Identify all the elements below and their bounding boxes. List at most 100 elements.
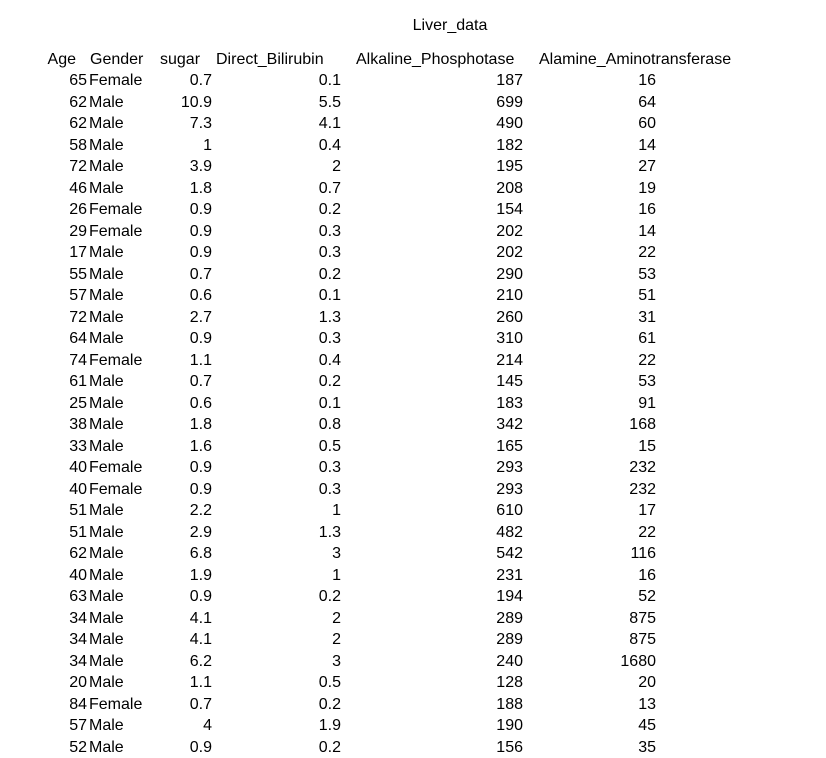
cell-gender: Female [88,479,150,501]
cell-sugar: 0.7 [150,264,213,286]
cell-age: 72 [0,307,88,329]
cell-gender: Male [88,715,150,737]
cell-alamine-aminotransferase: 116 [524,543,742,565]
cell-sugar: 7.3 [150,113,213,135]
cell-gender: Male [88,500,150,522]
cell-direct-bilirubin: 0.3 [213,328,342,350]
cell-age: 84 [0,694,88,716]
cell-alamine-aminotransferase: 45 [524,715,742,737]
cell-alkaline-phosphotase: 190 [342,715,524,737]
cell-alamine-aminotransferase: 14 [524,135,742,157]
cell-alamine-aminotransferase: 875 [524,608,742,630]
cell-alamine-aminotransferase: 14 [524,221,742,243]
column-header-alamine-aminotransferase: Alamine_Aminotransferase [524,49,742,70]
document-title: Liver_data [0,16,826,36]
cell-alamine-aminotransferase: 16 [524,199,742,221]
cell-alkaline-phosphotase: 202 [342,242,524,264]
cell-alamine-aminotransferase: 27 [524,156,742,178]
cell-age: 34 [0,629,88,651]
cell-age: 61 [0,371,88,393]
cell-sugar: 0.6 [150,285,213,307]
cell-sugar: 1 [150,135,213,157]
cell-alamine-aminotransferase: 31 [524,307,742,329]
cell-alkaline-phosphotase: 289 [342,629,524,651]
cell-gender: Male [88,371,150,393]
cell-direct-bilirubin: 3 [213,651,342,673]
cell-sugar: 1.8 [150,414,213,436]
column-header-age: Age [0,49,88,70]
cell-gender: Male [88,285,150,307]
cell-direct-bilirubin: 4.1 [213,113,342,135]
cell-sugar: 0.7 [150,70,213,92]
cell-direct-bilirubin: 2 [213,608,342,630]
cell-direct-bilirubin: 1.3 [213,307,342,329]
cell-age: 25 [0,393,88,415]
cell-direct-bilirubin: 0.2 [213,371,342,393]
cell-direct-bilirubin: 0.2 [213,264,342,286]
cell-alamine-aminotransferase: 16 [524,565,742,587]
cell-alamine-aminotransferase: 16 [524,70,742,92]
cell-sugar: 10.9 [150,92,213,114]
cell-alkaline-phosphotase: 240 [342,651,524,673]
cell-age: 33 [0,436,88,458]
cell-gender: Male [88,328,150,350]
cell-gender: Male [88,92,150,114]
cell-age: 57 [0,285,88,307]
cell-sugar: 0.9 [150,457,213,479]
cell-age: 57 [0,715,88,737]
cell-sugar: 1.1 [150,672,213,694]
cell-sugar: 4.1 [150,629,213,651]
header-row: Age Gender sugar Direct_Bilirubin Alkali… [0,49,742,70]
cell-gender: Male [88,629,150,651]
column-header-gender: Gender [88,49,150,70]
cell-sugar: 0.7 [150,694,213,716]
cell-alkaline-phosphotase: 128 [342,672,524,694]
cell-sugar: 2.9 [150,522,213,544]
cell-alkaline-phosphotase: 699 [342,92,524,114]
cell-alamine-aminotransferase: 64 [524,92,742,114]
cell-gender: Female [88,70,150,92]
cell-alamine-aminotransferase: 13 [524,694,742,716]
table-header: Age Gender sugar Direct_Bilirubin Alkali… [0,49,742,70]
cell-age: 55 [0,264,88,286]
cell-gender: Male [88,264,150,286]
cell-age: 51 [0,522,88,544]
cell-gender: Female [88,221,150,243]
cell-gender: Male [88,242,150,264]
cell-alkaline-phosphotase: 542 [342,543,524,565]
cell-direct-bilirubin: 0.2 [213,199,342,221]
cell-alamine-aminotransferase: 875 [524,629,742,651]
column-header-alkaline-phosphotase: Alkaline_Phosphotase [342,49,524,70]
cell-age: 40 [0,457,88,479]
cell-alamine-aminotransferase: 168 [524,414,742,436]
cell-age: 64 [0,328,88,350]
cell-alamine-aminotransferase: 232 [524,457,742,479]
cell-direct-bilirubin: 0.3 [213,242,342,264]
cell-age: 29 [0,221,88,243]
column-header-sugar: sugar [150,49,213,70]
cell-gender: Male [88,565,150,587]
cell-alamine-aminotransferase: 22 [524,522,742,544]
cell-gender: Male [88,135,150,157]
cell-alamine-aminotransferase: 52 [524,586,742,608]
cell-alkaline-phosphotase: 145 [342,371,524,393]
cell-sugar: 1.8 [150,178,213,200]
cell-age: 62 [0,92,88,114]
cell-gender: Female [88,350,150,372]
